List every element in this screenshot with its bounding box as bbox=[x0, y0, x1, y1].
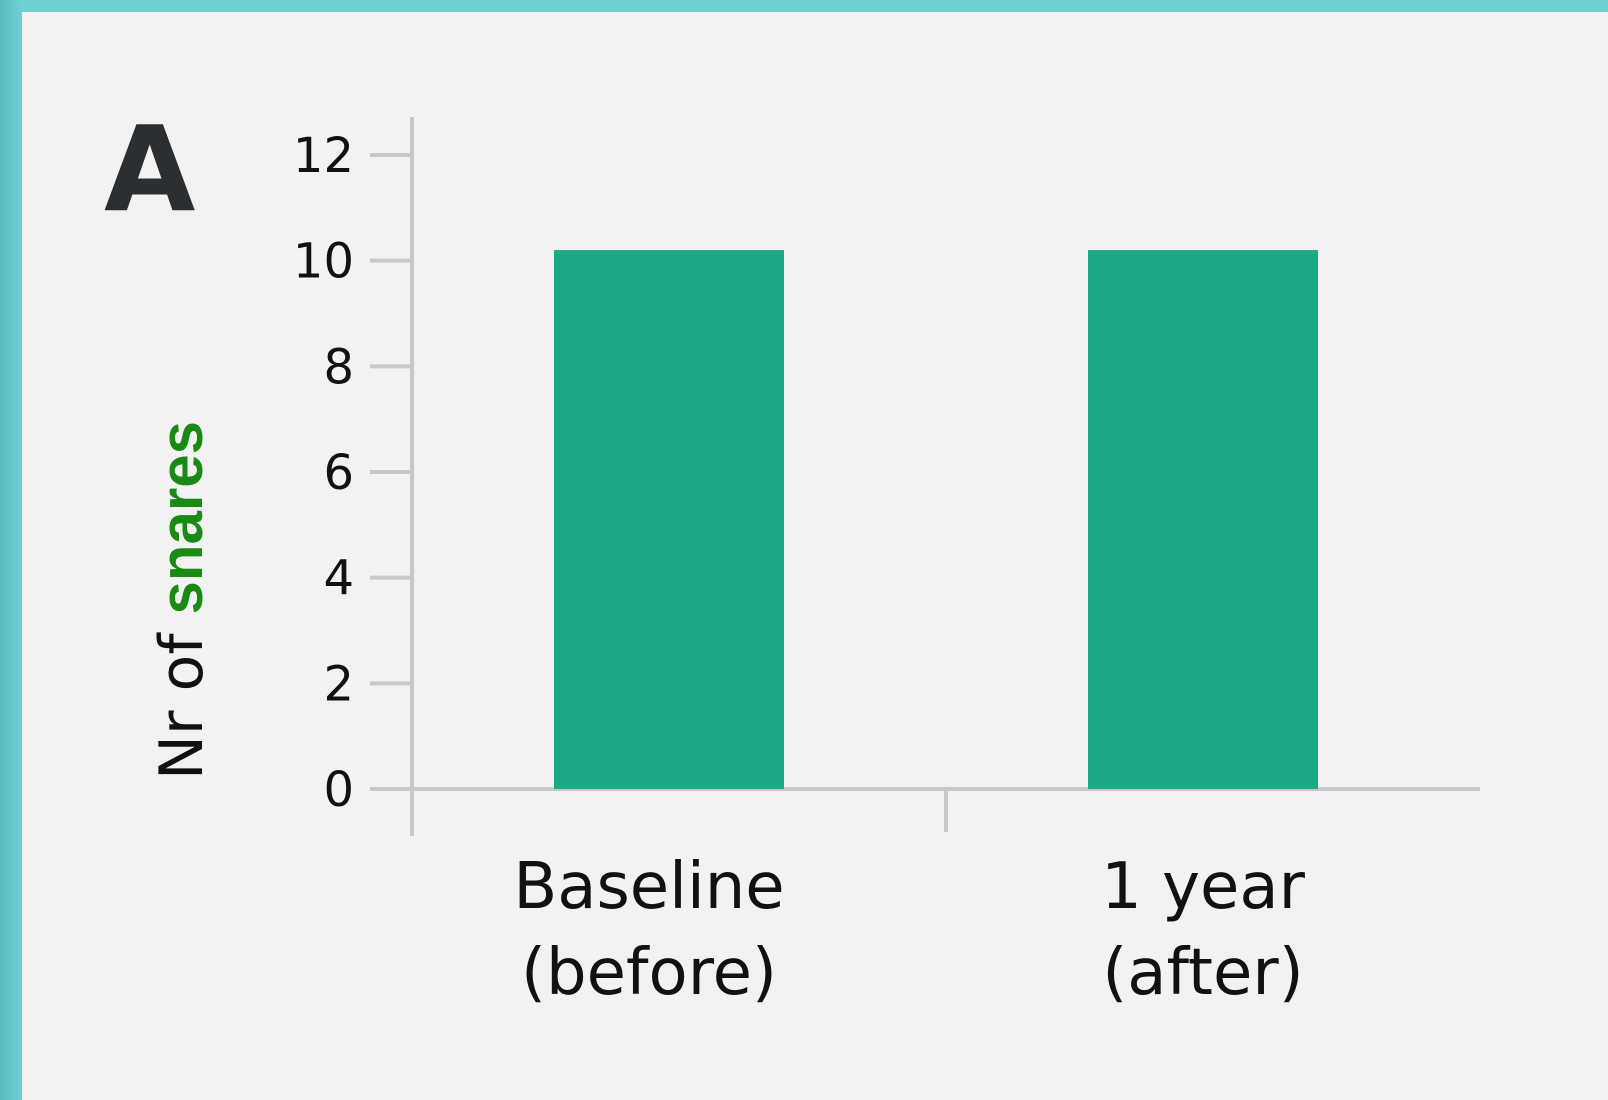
chart-panel bbox=[22, 12, 1608, 1100]
x-tick-label: Baseline bbox=[513, 850, 784, 924]
y-tick-label: 4 bbox=[323, 551, 354, 607]
x-tick-label: (before) bbox=[521, 936, 777, 1010]
y-tick-label: 0 bbox=[323, 762, 354, 818]
panel-label: A bbox=[104, 100, 195, 238]
y-tick-label: 10 bbox=[293, 234, 354, 290]
y-axis-label-highlight: snares bbox=[148, 421, 215, 614]
bar-1 bbox=[554, 250, 784, 790]
y-axis-label: Nr of snares bbox=[147, 421, 217, 780]
y-tick-label: 2 bbox=[323, 656, 354, 712]
y-tick-label: 12 bbox=[293, 128, 354, 184]
bar-2 bbox=[1088, 250, 1318, 790]
bars bbox=[554, 250, 1318, 790]
x-tick-labels: Baseline (before) 1 year (after) bbox=[513, 850, 1305, 1010]
y-tick-label: 8 bbox=[323, 339, 354, 395]
y-ticks: 0 2 4 6 8 10 12 bbox=[293, 128, 412, 818]
y-axis-label-group: Nr of snares bbox=[147, 421, 217, 780]
x-tick-label: 1 year bbox=[1101, 850, 1306, 924]
y-axis-label-prefix: Nr of bbox=[147, 614, 217, 780]
y-tick-label: 6 bbox=[323, 445, 354, 501]
x-tick-label: (after) bbox=[1102, 936, 1303, 1010]
